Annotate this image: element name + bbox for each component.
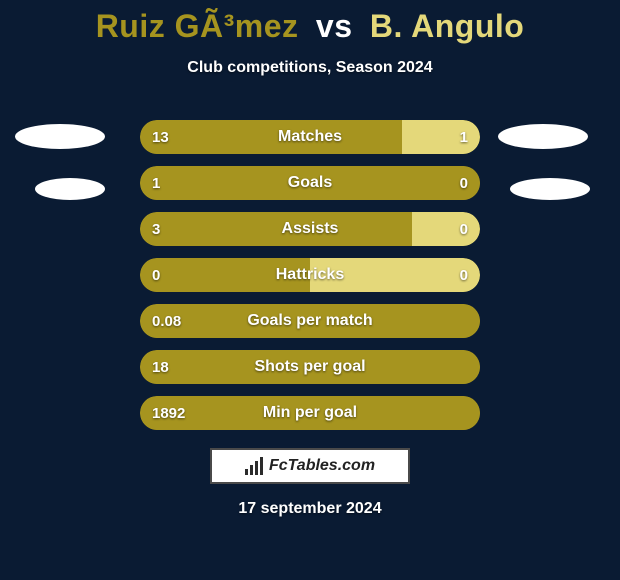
stat-value-left: 1 [140, 166, 172, 200]
stat-value-left: 18 [140, 350, 181, 384]
stat-value-left: 13 [140, 120, 181, 154]
stat-value-left: 0.08 [140, 304, 193, 338]
stat-row: 131Matches [140, 120, 480, 154]
stat-value-right: 0 [448, 258, 480, 292]
decorative-ellipse [35, 178, 105, 200]
stat-value-right: 1 [448, 120, 480, 154]
decorative-ellipse [15, 124, 105, 149]
stat-value-left: 3 [140, 212, 172, 246]
brand-badge: FcTables.com [210, 448, 410, 484]
stat-row: 18Shots per goal [140, 350, 480, 384]
stat-row: 00Hattricks [140, 258, 480, 292]
stat-row: 0.08Goals per match [140, 304, 480, 338]
stat-value-left: 1892 [140, 396, 197, 430]
decorative-ellipse [510, 178, 590, 200]
brand-text: FcTables.com [269, 457, 375, 475]
page-title: Ruiz GÃ³mez vs B. Angulo [0, 8, 620, 45]
chart-icon [245, 457, 263, 475]
stat-value-left: 0 [140, 258, 172, 292]
stat-row: 1892Min per goal [140, 396, 480, 430]
stat-value-right: 0 [448, 212, 480, 246]
comparison-chart: 131Matches10Goals30Assists00Hattricks0.0… [140, 120, 480, 442]
subtitle: Club competitions, Season 2024 [0, 59, 620, 77]
decorative-ellipse [498, 124, 588, 149]
date-text: 17 september 2024 [0, 500, 620, 518]
comparison-infographic: Ruiz GÃ³mez vs B. Angulo Club competitio… [0, 0, 620, 580]
player1-name: Ruiz GÃ³mez [96, 8, 299, 44]
stat-row: 30Assists [140, 212, 480, 246]
stat-value-right: 0 [448, 166, 480, 200]
stat-row: 10Goals [140, 166, 480, 200]
player2-name: B. Angulo [370, 8, 524, 44]
vs-text: vs [316, 8, 353, 44]
